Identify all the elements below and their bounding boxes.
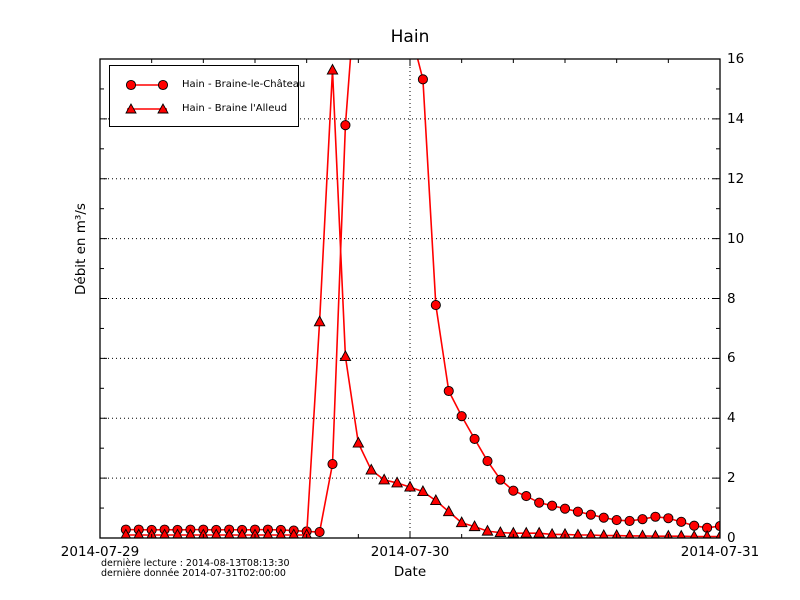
data-point-circle: [521, 491, 532, 502]
data-point-triangle: [275, 528, 287, 539]
data-point-circle: [547, 500, 558, 511]
y-tick-label: 2: [727, 470, 736, 487]
data-point-triangle: [223, 528, 235, 539]
data-point-triangle: [637, 529, 648, 539]
data-point-triangle: [442, 505, 455, 517]
y-tick-label: 14: [727, 110, 745, 127]
data-point-circle: [508, 485, 519, 496]
x-tick-label: 2014-07-30: [370, 544, 450, 560]
y-tick-label: 8: [727, 290, 736, 307]
data-point-circle: [676, 516, 687, 527]
data-point-circle: [495, 474, 506, 485]
data-point-triangle: [326, 63, 339, 75]
series-line-1: [125, 70, 720, 538]
ticks: [99, 58, 721, 539]
data-point-circle: [611, 514, 622, 526]
data-point-triangle: [455, 516, 468, 528]
data-point-circle: [340, 120, 351, 131]
legend-label: Hain - Braine l'Alleud: [182, 103, 288, 114]
data-point-triangle: [249, 528, 261, 539]
data-point-circle: [456, 411, 467, 422]
footnote-last-data: dernière donnée 2014-07-31T02:00:00: [101, 568, 286, 579]
data-point-triangle: [120, 528, 132, 539]
data-point-triangle: [624, 529, 635, 539]
data-point-triangle: [650, 529, 661, 539]
data-point-circle: [689, 520, 700, 531]
data-point-triangle: [494, 526, 507, 538]
data-point-circle: [443, 385, 454, 397]
data-point-triangle: [339, 350, 352, 362]
data-point-circle: [637, 514, 648, 525]
data-point-triangle: [468, 520, 481, 532]
legend-circle-marker-icon: [122, 73, 172, 97]
x-tick-label: 2014-07-29: [60, 544, 140, 560]
x-axis-label: Date: [393, 564, 427, 580]
data-point-triangle: [210, 528, 222, 539]
data-point-triangle: [715, 529, 721, 539]
y-tick-label: 4: [727, 410, 736, 427]
data-point-triangle: [172, 528, 183, 539]
data-point-circle: [663, 513, 674, 524]
y-tick-label: 0: [727, 530, 736, 546]
data-point-triangle: [572, 528, 584, 539]
grid: [100, 59, 720, 538]
data-point-circle: [559, 503, 571, 514]
y-tick-label: 12: [727, 170, 745, 187]
data-point-circle: [572, 506, 583, 517]
data-point-triangle: [391, 476, 404, 488]
data-point-triangle: [416, 485, 429, 497]
legend-item-braine-le-chateau: Hain - Braine-le-Château: [110, 73, 305, 97]
legend-triangle-marker-icon: [122, 97, 172, 121]
data-point-circle: [314, 526, 325, 538]
data-point-circle: [417, 74, 428, 85]
series-group: [120, 58, 721, 539]
data-point-triangle: [352, 436, 365, 448]
data-point-triangle: [702, 529, 712, 539]
data-point-triangle: [404, 480, 416, 492]
data-point-triangle: [378, 473, 391, 485]
y-tick-label: 6: [727, 350, 736, 367]
data-point-triangle: [301, 528, 313, 539]
legend-item-braine-l-alleud: Hain - Braine l'Alleud: [110, 97, 298, 121]
chart-title: Hain: [390, 27, 430, 47]
data-point-circle: [585, 509, 596, 520]
data-point-circle: [534, 497, 545, 508]
data-point-triangle: [159, 528, 171, 539]
y-tick-label: 16: [727, 51, 745, 67]
y-tick-label: 10: [727, 230, 745, 247]
data-point-triangle: [585, 528, 597, 539]
data-point-triangle: [520, 526, 533, 538]
data-point-triangle: [676, 529, 687, 539]
data-point-triangle: [184, 528, 196, 539]
data-point-circle: [469, 433, 480, 444]
data-point-triangle: [133, 528, 145, 539]
data-point-triangle: [197, 528, 209, 539]
data-point-triangle: [533, 526, 546, 538]
data-point-triangle: [481, 524, 494, 536]
data-point-triangle: [365, 463, 378, 475]
data-point-circle: [624, 515, 635, 526]
data-point-circle: [430, 300, 441, 311]
data-point-triangle: [236, 528, 248, 539]
data-point-circle: [650, 511, 661, 522]
data-point-circle: [327, 459, 338, 470]
data-point-triangle: [429, 494, 442, 506]
legend-label: Hain - Braine-le-Château: [182, 79, 306, 90]
data-point-triangle: [313, 315, 326, 327]
data-point-triangle: [598, 529, 609, 539]
data-point-triangle: [146, 528, 158, 539]
legend: Hain - Braine-le-Château Hain - Braine l…: [109, 65, 305, 127]
x-tick-label: 2014-07-31: [680, 544, 760, 560]
data-point-triangle: [262, 528, 274, 539]
data-point-circle: [598, 512, 609, 523]
data-point-triangle: [288, 528, 300, 539]
data-point-triangle: [689, 529, 699, 539]
footnote-last-reading: dernière lecture : 2014-08-13T08:13:30: [101, 558, 290, 569]
data-point-circle: [482, 456, 493, 467]
